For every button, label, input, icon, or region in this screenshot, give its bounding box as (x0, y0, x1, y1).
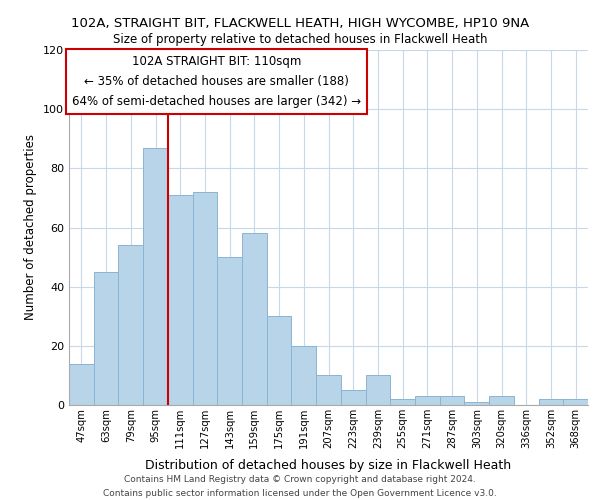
Bar (118, 246, 143, 405)
X-axis label: Distribution of detached houses by size in Flackwell Heath: Distribution of detached houses by size … (145, 460, 512, 472)
Bar (365, 376, 390, 405)
Bar (316, 376, 341, 405)
Bar (267, 316, 292, 405)
Bar (143, 148, 168, 405)
Bar (464, 402, 489, 405)
Bar (489, 396, 514, 405)
Text: Size of property relative to detached houses in Flackwell Heath: Size of property relative to detached ho… (113, 32, 487, 46)
Bar (168, 195, 193, 405)
Bar (539, 399, 563, 405)
Bar (341, 390, 365, 405)
Y-axis label: Number of detached properties: Number of detached properties (25, 134, 37, 320)
Bar (193, 192, 217, 405)
Bar (94, 272, 118, 405)
Bar (440, 396, 464, 405)
Text: 102A STRAIGHT BIT: 110sqm
← 35% of detached houses are smaller (188)
64% of semi: 102A STRAIGHT BIT: 110sqm ← 35% of detac… (73, 56, 361, 108)
Text: 102A, STRAIGHT BIT, FLACKWELL HEATH, HIGH WYCOMBE, HP10 9NA: 102A, STRAIGHT BIT, FLACKWELL HEATH, HIG… (71, 18, 529, 30)
Text: Contains HM Land Registry data © Crown copyright and database right 2024.
Contai: Contains HM Land Registry data © Crown c… (103, 476, 497, 498)
Bar (292, 346, 316, 405)
Bar (415, 396, 440, 405)
Bar (242, 234, 267, 405)
Bar (69, 364, 94, 405)
Bar (390, 399, 415, 405)
Bar (217, 257, 242, 405)
Bar (563, 399, 588, 405)
